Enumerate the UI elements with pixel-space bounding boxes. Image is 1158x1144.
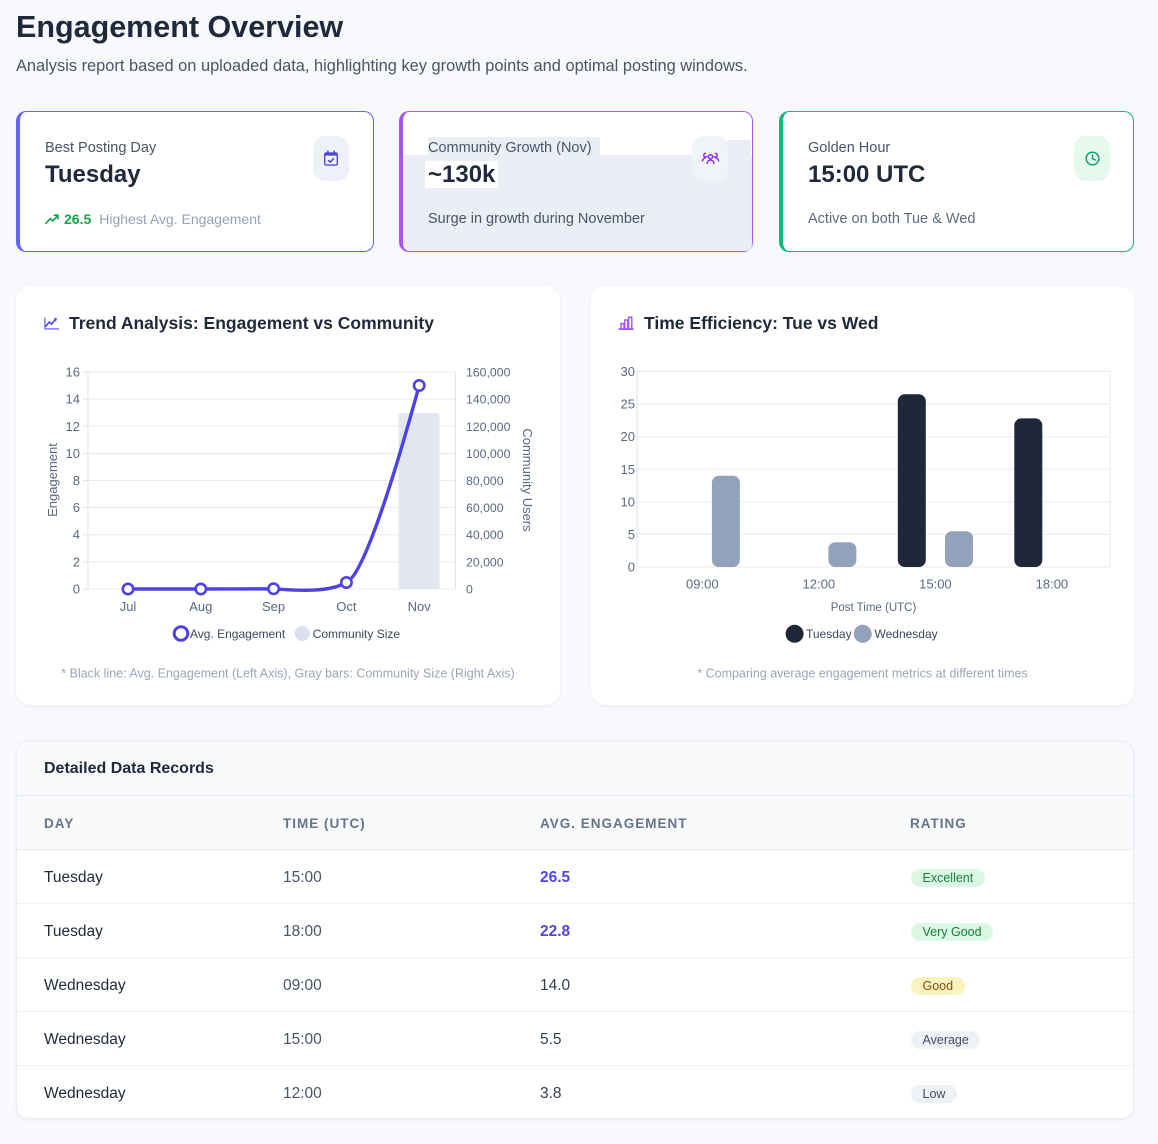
svg-text:Engagement: Engagement — [45, 443, 60, 517]
svg-text:30: 30 — [621, 364, 635, 379]
svg-text:25: 25 — [621, 397, 635, 412]
svg-text:15: 15 — [621, 462, 635, 477]
svg-text:Oct: Oct — [336, 599, 357, 614]
svg-text:40,000: 40,000 — [466, 528, 504, 542]
svg-text:Aug: Aug — [189, 599, 212, 614]
svg-text:4: 4 — [73, 527, 80, 542]
svg-text:Sep: Sep — [262, 599, 285, 614]
svg-text:18:00: 18:00 — [1036, 577, 1069, 592]
svg-text:100,000: 100,000 — [466, 447, 511, 461]
svg-text:2: 2 — [73, 554, 80, 569]
svg-text:12: 12 — [66, 419, 80, 434]
svg-text:8: 8 — [73, 473, 80, 488]
svg-text:Jul: Jul — [120, 599, 137, 614]
svg-text:* Comparing average engagement: * Comparing average engagement metrics a… — [697, 667, 1028, 681]
svg-text:60,000: 60,000 — [466, 501, 504, 515]
svg-text:20,000: 20,000 — [466, 555, 504, 569]
svg-text:120,000: 120,000 — [466, 420, 511, 434]
svg-text:140,000: 140,000 — [466, 393, 511, 407]
svg-text:5: 5 — [628, 527, 635, 542]
svg-text:80,000: 80,000 — [466, 474, 504, 488]
svg-text:Community Users: Community Users — [520, 428, 535, 532]
svg-text:10: 10 — [621, 494, 635, 509]
svg-text:Nov: Nov — [408, 599, 432, 614]
svg-text:160,000: 160,000 — [466, 366, 511, 380]
svg-text:20: 20 — [621, 429, 635, 444]
svg-text:12:00: 12:00 — [803, 577, 836, 592]
svg-text:Community Size: Community Size — [313, 627, 401, 641]
svg-text:16: 16 — [66, 365, 80, 380]
svg-text:Tuesday: Tuesday — [806, 627, 852, 641]
svg-text:Post Time (UTC): Post Time (UTC) — [831, 602, 917, 614]
svg-text:14: 14 — [66, 392, 80, 407]
svg-text:0: 0 — [73, 582, 80, 597]
svg-text:10: 10 — [66, 446, 80, 461]
svg-text:6: 6 — [73, 500, 80, 515]
svg-text:15:00: 15:00 — [919, 577, 952, 592]
svg-text:* Black line: Avg. Engagement: * Black line: Avg. Engagement (Left Axis… — [61, 667, 514, 681]
svg-text:09:00: 09:00 — [686, 577, 719, 592]
svg-text:Wednesday: Wednesday — [875, 627, 938, 641]
svg-text:Avg. Engagement: Avg. Engagement — [190, 627, 286, 641]
svg-text:0: 0 — [628, 560, 635, 575]
svg-text:0: 0 — [466, 583, 473, 597]
